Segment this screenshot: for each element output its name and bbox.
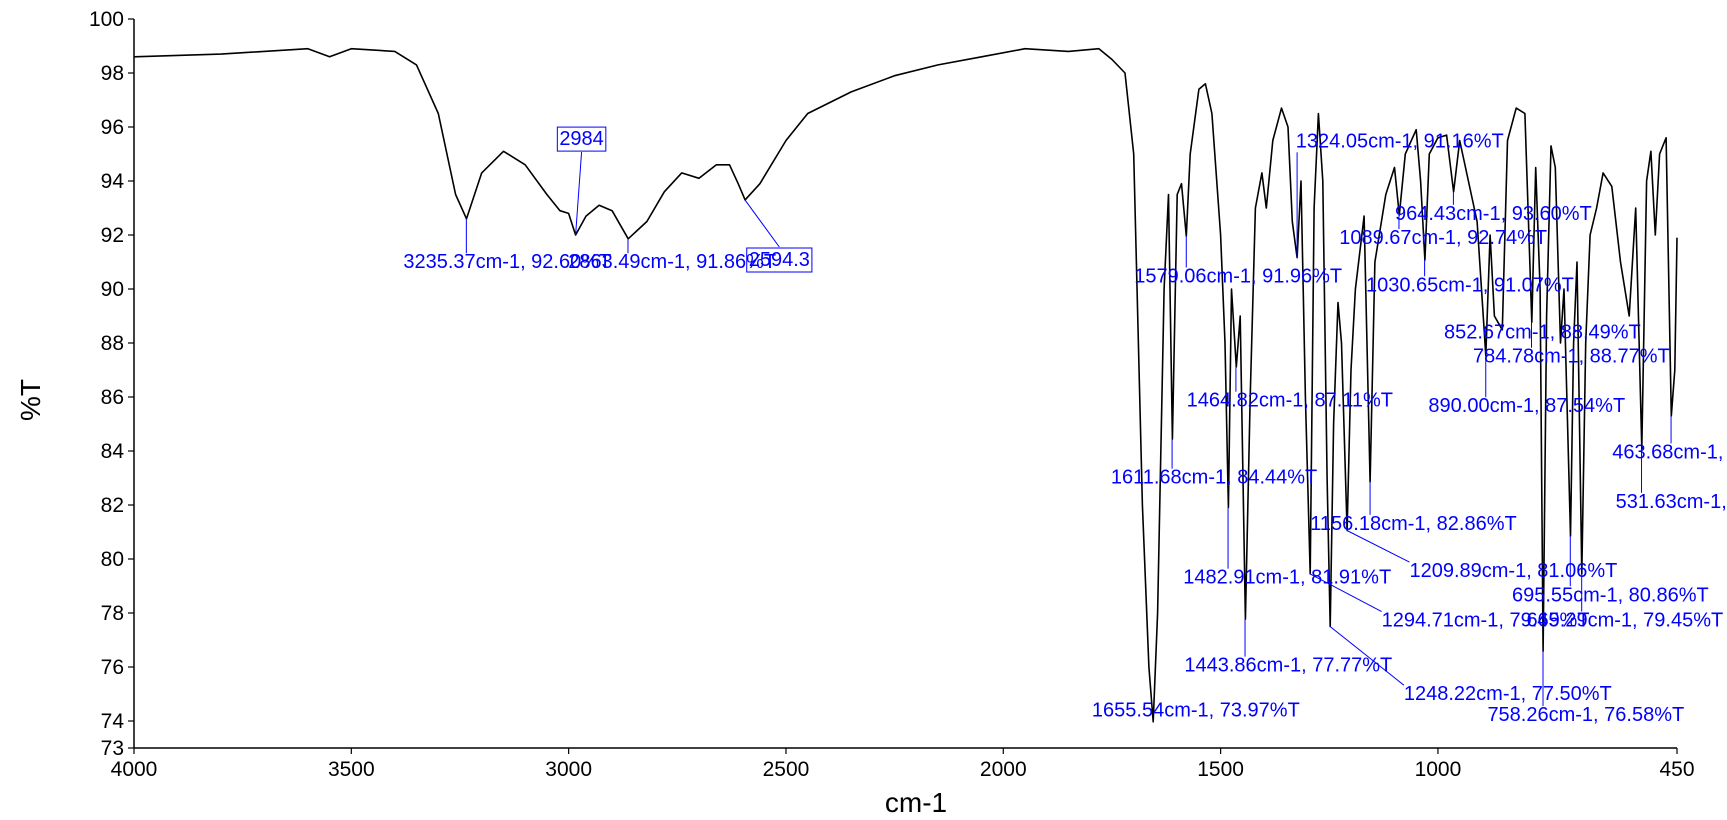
peak-label: 1464.82cm-1, 87.11%T bbox=[1187, 390, 1393, 412]
peak-leader bbox=[1309, 573, 1382, 612]
y-tick-label: 100 bbox=[89, 8, 124, 31]
peak-label: 1089.67cm-1, 92.74%T bbox=[1339, 227, 1547, 249]
peak-label: 2594.3 bbox=[749, 249, 810, 271]
peak-label: 890.00cm-1, 87.54%T bbox=[1428, 395, 1625, 417]
x-tick-label: 1000 bbox=[1415, 758, 1462, 781]
y-tick-label: 86 bbox=[101, 386, 124, 409]
peak-leader bbox=[1329, 626, 1405, 686]
peak-label: 2984 bbox=[559, 128, 604, 150]
y-tick-label: 82 bbox=[101, 494, 124, 517]
peak-label: 669.29cm-1, 79.45%T bbox=[1526, 610, 1723, 632]
peak-label: 1209.89cm-1, 81.06%T bbox=[1409, 560, 1617, 582]
y-tick-label: 92 bbox=[101, 224, 124, 247]
peak-label: 2863.49cm-1, 91.86%T bbox=[568, 251, 776, 273]
peak-leader bbox=[1346, 529, 1410, 563]
peak-leader bbox=[744, 199, 780, 248]
y-tick-label: 80 bbox=[101, 548, 124, 571]
y-tick-label: 76 bbox=[101, 656, 124, 679]
peak-label: 1443.86cm-1, 77.77%T bbox=[1184, 655, 1392, 677]
peak-label-box bbox=[556, 126, 607, 152]
spectrum-line bbox=[133, 47, 1678, 723]
peak-label: 695.55cm-1, 80.86%T bbox=[1512, 584, 1709, 606]
x-tick-label: 1500 bbox=[1197, 758, 1244, 781]
peak-leader bbox=[575, 152, 583, 236]
peak-label: 784.78cm-1, 88.77%T bbox=[1473, 346, 1670, 368]
peak-label: 758.26cm-1, 76.58%T bbox=[1487, 704, 1684, 726]
y-tick-label: 74 bbox=[101, 710, 125, 733]
y-tick-label: 78 bbox=[101, 602, 124, 625]
y-tick-label: 73 bbox=[101, 737, 124, 760]
x-tick-label: 3500 bbox=[328, 758, 375, 781]
y-tick-label: 84 bbox=[101, 440, 125, 463]
x-tick-label: 3000 bbox=[545, 758, 592, 781]
peak-label: 1611.68cm-1, 84.44%T bbox=[1111, 467, 1317, 489]
peak-label: 1294.71cm-1, 79.45%T bbox=[1382, 610, 1590, 632]
peak-label: 531.63cm-1, 84.10%T bbox=[1616, 491, 1727, 513]
peak-label: 1030.65cm-1, 91.07%T bbox=[1366, 274, 1574, 296]
peak-label: 1655.54cm-1, 73.97%T bbox=[1092, 700, 1300, 722]
peak-label: 463.68cm-1, 85.30%T bbox=[1612, 441, 1727, 463]
x-tick-label: 2500 bbox=[763, 758, 810, 781]
peak-label: 1482.91cm-1, 81.91%T bbox=[1183, 567, 1391, 589]
y-tick-label: 96 bbox=[101, 116, 124, 139]
peak-label: 1156.18cm-1, 82.86%T bbox=[1310, 513, 1516, 535]
peak-label: 964.43cm-1, 93.60%T bbox=[1395, 203, 1592, 225]
peak-label: 3235.37cm-1, 92.60%T bbox=[403, 251, 611, 273]
x-axis-label: cm-1 bbox=[885, 787, 947, 818]
x-tick-label: 450 bbox=[1659, 758, 1694, 781]
y-tick-label: 94 bbox=[101, 170, 125, 193]
y-tick-label: 98 bbox=[101, 62, 124, 85]
y-tick-label: 90 bbox=[101, 278, 124, 301]
peak-label: 852.67cm-1, 88.49%T bbox=[1444, 322, 1641, 344]
y-axis-label: %T bbox=[15, 379, 46, 421]
peak-label: 1324.05cm-1, 91.16%T bbox=[1296, 130, 1504, 152]
y-tick-label: 88 bbox=[101, 332, 124, 355]
x-tick-label: 4000 bbox=[111, 758, 158, 781]
x-tick-label: 2000 bbox=[980, 758, 1027, 781]
peak-label: 1248.22cm-1, 77.50%T bbox=[1404, 683, 1612, 705]
peak-label: 1579.06cm-1, 91.96%T bbox=[1134, 265, 1342, 287]
peak-label-box bbox=[746, 247, 813, 273]
